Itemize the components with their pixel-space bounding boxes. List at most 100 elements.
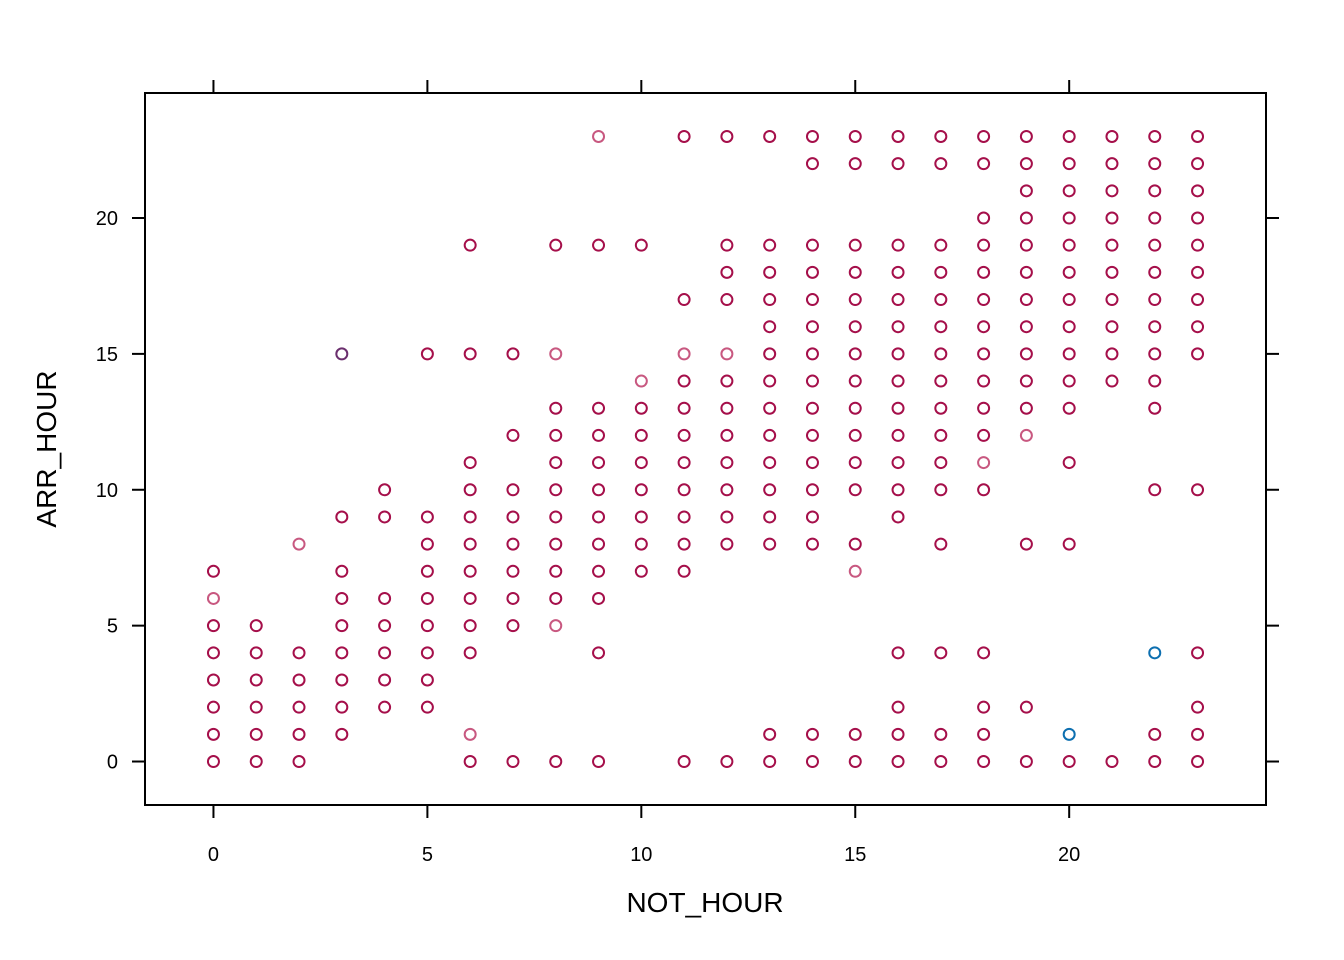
data-point — [677, 456, 691, 470]
data-point — [677, 537, 691, 551]
data-point — [206, 700, 220, 714]
data-point — [335, 619, 349, 633]
data-point — [378, 673, 392, 687]
data-point — [848, 347, 862, 361]
data-point — [1062, 293, 1076, 307]
data-point — [720, 537, 734, 551]
data-point — [805, 483, 819, 497]
data-point — [891, 700, 905, 714]
data-point — [977, 129, 991, 143]
data-point — [805, 293, 819, 307]
data-point — [934, 320, 948, 334]
data-point — [1105, 320, 1119, 334]
data-point — [1148, 238, 1162, 252]
data-point — [934, 157, 948, 171]
y-tick-label: 10 — [96, 480, 118, 502]
data-point — [934, 456, 948, 470]
data-point — [720, 293, 734, 307]
data-point — [891, 428, 905, 442]
data-point — [763, 401, 777, 415]
data-point — [420, 646, 434, 660]
data-point — [720, 755, 734, 769]
data-point — [634, 428, 648, 442]
data-point — [891, 320, 905, 334]
data-point — [1062, 129, 1076, 143]
plot-frame — [144, 92, 1267, 806]
data-point — [506, 510, 520, 524]
data-point — [1148, 727, 1162, 741]
data-point — [1019, 211, 1033, 225]
data-point — [420, 591, 434, 605]
data-point — [1191, 700, 1205, 714]
data-point — [549, 537, 563, 551]
data-point — [549, 591, 563, 605]
data-point — [805, 238, 819, 252]
data-point — [634, 401, 648, 415]
data-point — [506, 483, 520, 497]
axis-ticks — [132, 80, 1279, 818]
data-point — [977, 456, 991, 470]
data-point — [1191, 347, 1205, 361]
data-point — [891, 129, 905, 143]
x-axis-label: NOT_HOUR — [626, 887, 783, 918]
data-point — [677, 374, 691, 388]
y-axis-label: ARR_HOUR — [31, 370, 62, 527]
data-point — [335, 564, 349, 578]
data-point — [1105, 374, 1119, 388]
x-tick-label: 15 — [844, 844, 866, 866]
data-point — [763, 293, 777, 307]
data-point — [720, 510, 734, 524]
data-point — [335, 347, 349, 361]
data-point — [1191, 265, 1205, 279]
data-point — [592, 129, 606, 143]
data-point — [934, 265, 948, 279]
data-point — [506, 537, 520, 551]
data-point — [549, 619, 563, 633]
data-point — [592, 510, 606, 524]
data-point — [848, 456, 862, 470]
data-point — [934, 238, 948, 252]
data-point — [335, 727, 349, 741]
data-point — [977, 401, 991, 415]
data-point — [720, 129, 734, 143]
data-point — [463, 755, 477, 769]
data-point — [1148, 211, 1162, 225]
data-point — [805, 537, 819, 551]
data-point — [249, 727, 263, 741]
data-point — [848, 428, 862, 442]
data-point — [934, 483, 948, 497]
data-point — [1148, 347, 1162, 361]
data-point — [1105, 755, 1119, 769]
data-point — [677, 755, 691, 769]
data-point — [805, 456, 819, 470]
data-point — [1191, 646, 1205, 660]
data-point — [977, 211, 991, 225]
data-point — [848, 157, 862, 171]
data-point — [592, 755, 606, 769]
data-point — [1148, 320, 1162, 334]
data-point — [1148, 265, 1162, 279]
data-point — [763, 510, 777, 524]
data-point — [763, 129, 777, 143]
data-point — [805, 727, 819, 741]
data-point — [1191, 483, 1205, 497]
data-point — [335, 673, 349, 687]
data-point — [763, 374, 777, 388]
y-tick-label: 0 — [107, 752, 118, 774]
data-point — [891, 238, 905, 252]
y-tick-label: 15 — [96, 344, 118, 366]
data-point — [891, 646, 905, 660]
data-point — [463, 537, 477, 551]
data-point — [206, 755, 220, 769]
data-point — [891, 401, 905, 415]
data-point — [506, 564, 520, 578]
data-point — [592, 238, 606, 252]
data-point — [677, 347, 691, 361]
data-point — [592, 646, 606, 660]
data-point — [934, 401, 948, 415]
data-point — [1019, 428, 1033, 442]
data-point — [934, 755, 948, 769]
data-point — [592, 428, 606, 442]
data-point — [848, 755, 862, 769]
data-point — [1062, 238, 1076, 252]
